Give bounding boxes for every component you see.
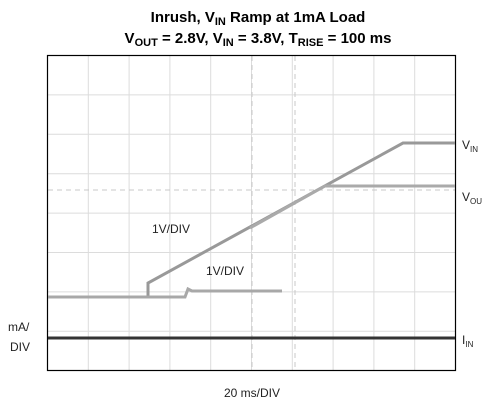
subscript: IN <box>223 37 234 49</box>
current-scale: DIV <box>10 340 30 354</box>
subscript: IN <box>470 145 478 154</box>
plot-frame <box>46 54 457 372</box>
text-run: V <box>462 190 470 204</box>
title-line: Inrush, VIN Ramp at 1mA Load <box>151 9 366 28</box>
subscript: IN <box>465 340 473 349</box>
text-run: V <box>462 138 470 152</box>
scale-label: 1V/DIV <box>206 264 244 278</box>
text-run: Inrush, V <box>151 9 215 26</box>
trace-label: VOU <box>462 190 482 206</box>
subscript: RISE <box>298 37 324 49</box>
text-run: I <box>462 333 465 347</box>
vout-trace <box>249 184 455 230</box>
subscript: IN <box>215 16 226 28</box>
current-scale: mA/ <box>8 320 30 334</box>
trace-label: VIN <box>462 138 478 154</box>
trace-label: IIN <box>462 333 474 349</box>
title-line: VOUT = 2.8V, VIN = 3.8V, TRISE = 100 ms <box>125 30 392 49</box>
subscript: OU <box>470 197 482 206</box>
text-run: = 3.8V, T <box>234 30 298 47</box>
text-run: = 2.8V, V <box>158 30 223 47</box>
vout-trace <box>48 286 282 299</box>
scale-label: 1V/DIV <box>152 222 190 236</box>
time-scale: 20 ms/DIV <box>224 386 280 400</box>
subscript: OUT <box>135 37 159 49</box>
text-run: V <box>125 30 135 47</box>
text-run: Ramp at 1mA Load <box>226 9 365 26</box>
text-run: = 100 ms <box>323 30 391 47</box>
